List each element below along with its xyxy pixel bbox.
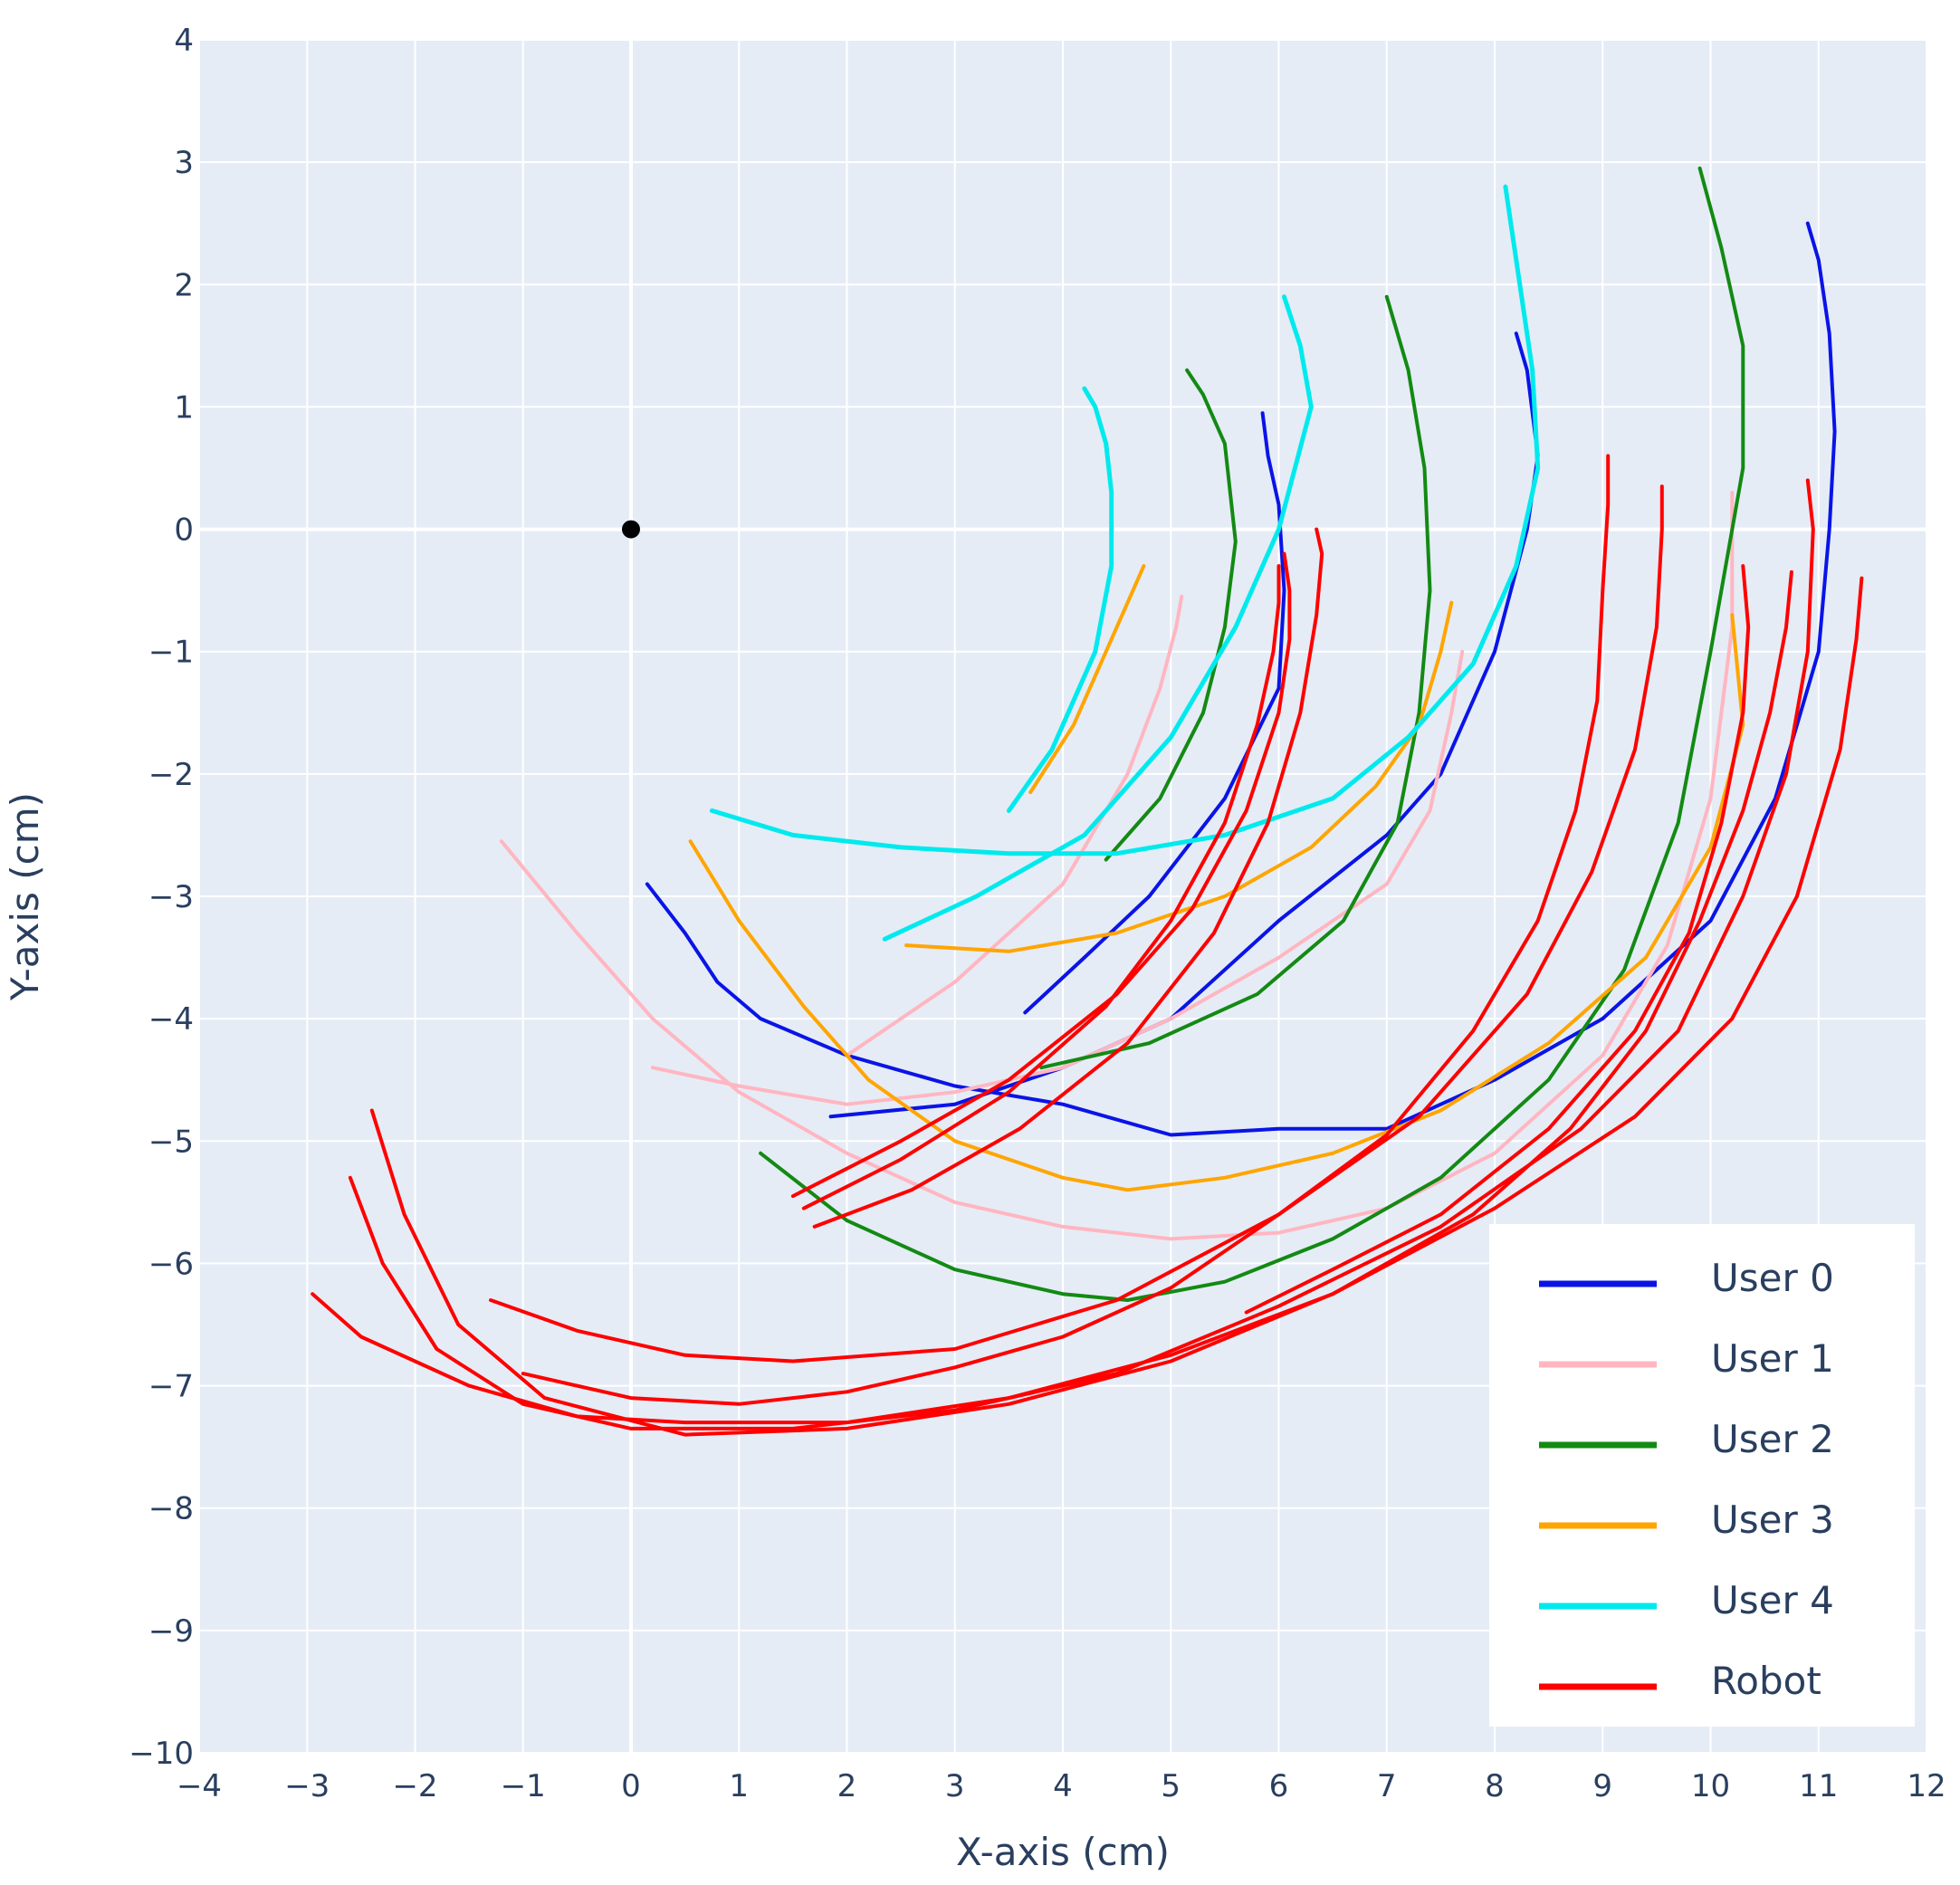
series-trace (801, 564, 1281, 1210)
zero-lines (199, 40, 1927, 1753)
x-tick-label: 11 (1799, 1768, 1838, 1804)
y-tick-label: 3 (174, 145, 194, 181)
x-tick-label: −4 (177, 1768, 222, 1804)
legend-box (1489, 1224, 1915, 1727)
legend-item-user-3: User 3 (1539, 1497, 1834, 1542)
series-trace (650, 649, 1465, 1106)
y-tick-label: −3 (148, 879, 194, 915)
legend-label: User 0 (1711, 1256, 1834, 1300)
legend-item-user-4: User 4 (1539, 1578, 1834, 1622)
y-axis-title: Y-axis (cm) (3, 792, 47, 1001)
x-tick-label: 7 (1377, 1768, 1397, 1804)
series-trace (882, 294, 1314, 942)
y-tick-label: −5 (148, 1124, 194, 1160)
series-trace (1244, 564, 1751, 1315)
series-trace (759, 166, 1745, 1302)
legend-label: User 2 (1711, 1417, 1834, 1461)
series-trace (790, 551, 1292, 1199)
series-user-1 (499, 491, 1735, 1241)
series-robot (311, 454, 1864, 1437)
y-tick-label: 1 (174, 389, 194, 426)
origin-marker (622, 520, 640, 539)
y-tick-label: −10 (129, 1736, 194, 1772)
y-tick-label: −4 (148, 1001, 194, 1038)
series-trace (348, 478, 1815, 1430)
y-tick-label: −9 (148, 1613, 194, 1650)
legend: User 0 User 1 User 2 User 3 User 4 Robot (1489, 1224, 1915, 1727)
y-tick-label: −7 (148, 1369, 194, 1405)
x-axis-title: X-axis (cm) (956, 1830, 1170, 1874)
x-tick-label: 8 (1485, 1768, 1505, 1804)
y-tick-label: −1 (148, 635, 194, 671)
x-tick-label: 2 (837, 1768, 857, 1804)
y-tick-labels: 4 3 2 1 0 −1 −2 −3 −4 −5 −6 −7 −8 −9 −10 (129, 23, 194, 1772)
legend-label: User 3 (1711, 1497, 1834, 1542)
series-trace (521, 454, 1611, 1406)
x-tick-label: 0 (621, 1768, 641, 1804)
series-user-2 (759, 166, 1745, 1302)
y-tick-label: 0 (174, 512, 194, 549)
legend-label: User 4 (1711, 1578, 1834, 1622)
series-trace (845, 594, 1184, 1057)
x-tick-label: 1 (729, 1768, 749, 1804)
series-trace (904, 600, 1454, 953)
legend-item-robot: Robot (1539, 1659, 1821, 1703)
series-trace (709, 184, 1541, 856)
origin-layer (622, 520, 640, 539)
x-tick-label: 5 (1161, 1768, 1181, 1804)
series-trace (489, 484, 1664, 1364)
y-tick-label: −8 (148, 1491, 194, 1527)
series-trace (1104, 368, 1238, 862)
y-tick-label: −6 (148, 1246, 194, 1282)
x-tick-label: 12 (1907, 1768, 1946, 1804)
series-user-3 (688, 564, 1745, 1192)
legend-item-user-2: User 2 (1539, 1417, 1834, 1461)
series-trace (1028, 564, 1146, 795)
y-tick-label: 4 (174, 23, 194, 59)
x-tick-label: 6 (1269, 1768, 1289, 1804)
series-user-4 (709, 184, 1541, 942)
series-trace (1039, 294, 1432, 1070)
x-tick-label: 9 (1592, 1768, 1612, 1804)
y-tick-label: 2 (174, 267, 194, 303)
series-layer (311, 166, 1864, 1437)
x-tick-label: 3 (945, 1768, 965, 1804)
x-tick-label: 10 (1691, 1768, 1730, 1804)
x-tick-label: −3 (284, 1768, 330, 1804)
series-trace (1006, 386, 1114, 813)
legend-item-user-1: User 1 (1539, 1336, 1834, 1381)
x-tick-label: −1 (501, 1768, 546, 1804)
series-trace (812, 527, 1324, 1229)
series-trace (1023, 411, 1286, 1015)
x-tick-label: −2 (392, 1768, 437, 1804)
series-trace (499, 491, 1735, 1241)
x-tick-label: 4 (1053, 1768, 1073, 1804)
legend-item-user-0: User 0 (1539, 1256, 1834, 1300)
y-tick-label: −2 (148, 757, 194, 793)
legend-label: Robot (1711, 1659, 1821, 1703)
x-tick-labels: −4 −3 −2 −1 0 1 2 3 4 5 6 7 8 9 10 11 12 (177, 1768, 1946, 1804)
legend-label: User 1 (1711, 1336, 1834, 1381)
series-trace (369, 576, 1864, 1437)
series-trace (688, 613, 1745, 1192)
series-trace (645, 221, 1837, 1137)
